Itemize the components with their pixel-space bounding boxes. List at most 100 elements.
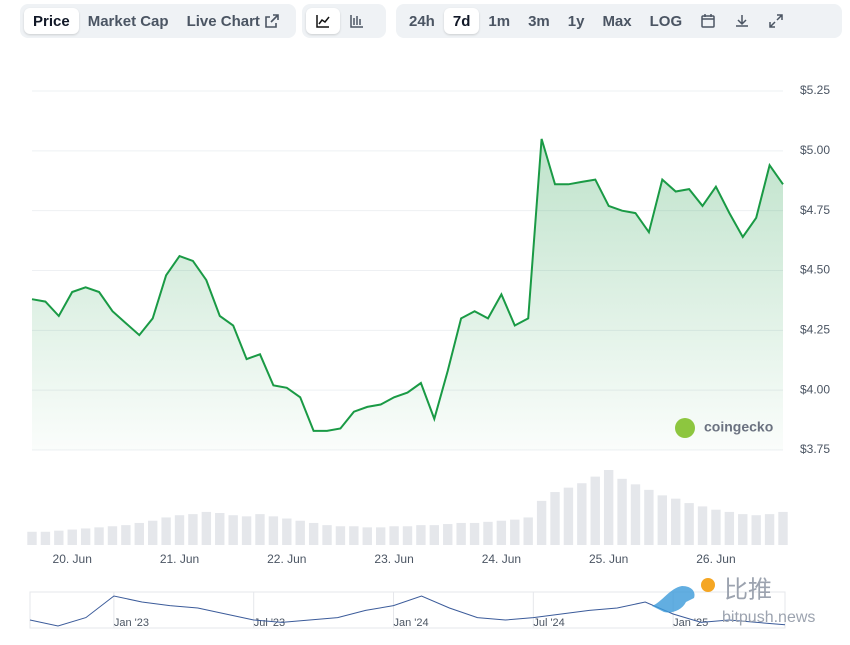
volume-bar — [764, 514, 775, 545]
volume-bar — [349, 526, 359, 545]
volume-bar — [483, 521, 493, 545]
volume-bar — [295, 520, 305, 545]
volume-bar — [590, 476, 600, 545]
volume-bar — [751, 515, 761, 545]
volume-bar — [161, 517, 171, 545]
bitcoin-icon — [701, 578, 715, 592]
volume-bar — [563, 487, 574, 545]
volume-bar — [67, 529, 77, 545]
x-tick-label: 24. Jun — [482, 552, 521, 566]
volume-bar — [523, 517, 533, 545]
volume-bar — [671, 498, 681, 545]
volume-bar — [335, 526, 346, 545]
volume-bar — [174, 515, 185, 545]
volume-bar — [443, 524, 453, 545]
range-button[interactable]: 24h — [409, 12, 435, 30]
watermark-title: 比推 — [724, 576, 772, 603]
y-tick-label: $3.75 — [800, 442, 830, 456]
volume-bar — [241, 516, 252, 545]
volume-bar — [362, 527, 372, 545]
volume-bar — [228, 515, 238, 545]
volume-bar — [711, 509, 721, 545]
volume-bar — [322, 525, 332, 545]
log-button[interactable]: LOG — [649, 12, 683, 30]
x-tick-label: 20. Jun — [53, 552, 92, 566]
tab-group: Price Market Cap Live Chart — [20, 4, 296, 38]
volume-bar — [282, 518, 292, 545]
volume-bar — [496, 520, 507, 545]
x-tick-label: 25. Jun — [589, 552, 628, 566]
volume-bar — [107, 526, 118, 545]
volume-bar — [657, 495, 667, 545]
volume-bar — [644, 489, 654, 545]
volume-bar — [738, 514, 748, 545]
bird-logo — [652, 586, 695, 613]
chart-style-group — [302, 4, 386, 38]
volume-bar — [510, 519, 520, 545]
coingecko-logo — [675, 418, 695, 438]
range-button[interactable]: 1m — [488, 12, 511, 30]
volume-bar — [215, 513, 225, 545]
volume-bar — [308, 522, 319, 545]
fullscreen-button[interactable] — [759, 8, 793, 34]
candle-style-button[interactable] — [340, 8, 374, 34]
volume-bar — [630, 484, 641, 545]
volume-bar — [456, 522, 466, 545]
range-group: 24h 7d 1m 3m 1y Max LOG — [396, 4, 842, 38]
range-button[interactable]: 3m — [528, 12, 550, 30]
x-tick-label: Jan '25 — [673, 617, 708, 629]
area — [32, 138, 783, 450]
volume-bar — [94, 527, 104, 545]
x-tick-label: 23. Jun — [374, 552, 413, 566]
volume-bar — [201, 511, 212, 545]
range-button[interactable]: 1y — [567, 12, 585, 30]
volume-bar — [402, 526, 413, 545]
line-style-button[interactable] — [306, 8, 340, 34]
y-tick-label: $4.25 — [800, 323, 830, 337]
volume-bar — [536, 500, 547, 545]
price-line — [31, 138, 784, 432]
volume-bar — [255, 514, 265, 545]
volume-bar — [80, 528, 91, 545]
tab[interactable]: Live Chart — [178, 8, 290, 34]
volume-bar — [550, 492, 560, 545]
y-tick-label: $5.00 — [800, 143, 830, 157]
x-tick-label: Jul '23 — [254, 617, 285, 629]
volume-bar — [617, 478, 627, 545]
volume-bar — [469, 522, 480, 545]
volume-bar — [416, 525, 426, 545]
calendar-button[interactable] — [691, 8, 725, 34]
x-tick-label: 21. Jun — [160, 552, 199, 566]
volume-bar — [148, 520, 158, 545]
volume-bar — [684, 503, 694, 545]
navigator-frame — [29, 591, 786, 629]
download-button[interactable] — [725, 8, 759, 34]
volume-bar — [389, 526, 399, 545]
external-icon — [265, 14, 279, 28]
volume-bar — [429, 525, 440, 545]
volume-bar — [40, 531, 51, 545]
watermark-site: bitpush.news — [722, 609, 815, 626]
tab-label: Live Chart — [186, 12, 260, 30]
x-tick-label: 22. Jun — [267, 552, 306, 566]
volume-bar — [27, 531, 37, 545]
tab[interactable]: Price — [24, 8, 79, 34]
tab[interactable]: Market Cap — [87, 12, 169, 30]
y-tick-label: $4.00 — [800, 382, 830, 396]
range-button[interactable]: 7d — [443, 8, 480, 34]
volume-bar — [268, 516, 279, 545]
volume-bar — [134, 522, 144, 545]
x-tick-label: Jul '24 — [533, 617, 564, 629]
range-button[interactable]: Max — [602, 12, 632, 30]
volume-bar — [724, 511, 735, 545]
y-tick-label: $4.75 — [800, 203, 830, 217]
y-tick-label: $4.50 — [800, 263, 830, 277]
volume-bar — [121, 525, 131, 545]
watermark: coingecko — [704, 419, 773, 435]
volume-bar — [577, 483, 587, 545]
x-tick-label: Jan '24 — [394, 617, 429, 629]
volume-bar — [697, 506, 708, 545]
x-tick-label: Jan '23 — [114, 617, 149, 629]
